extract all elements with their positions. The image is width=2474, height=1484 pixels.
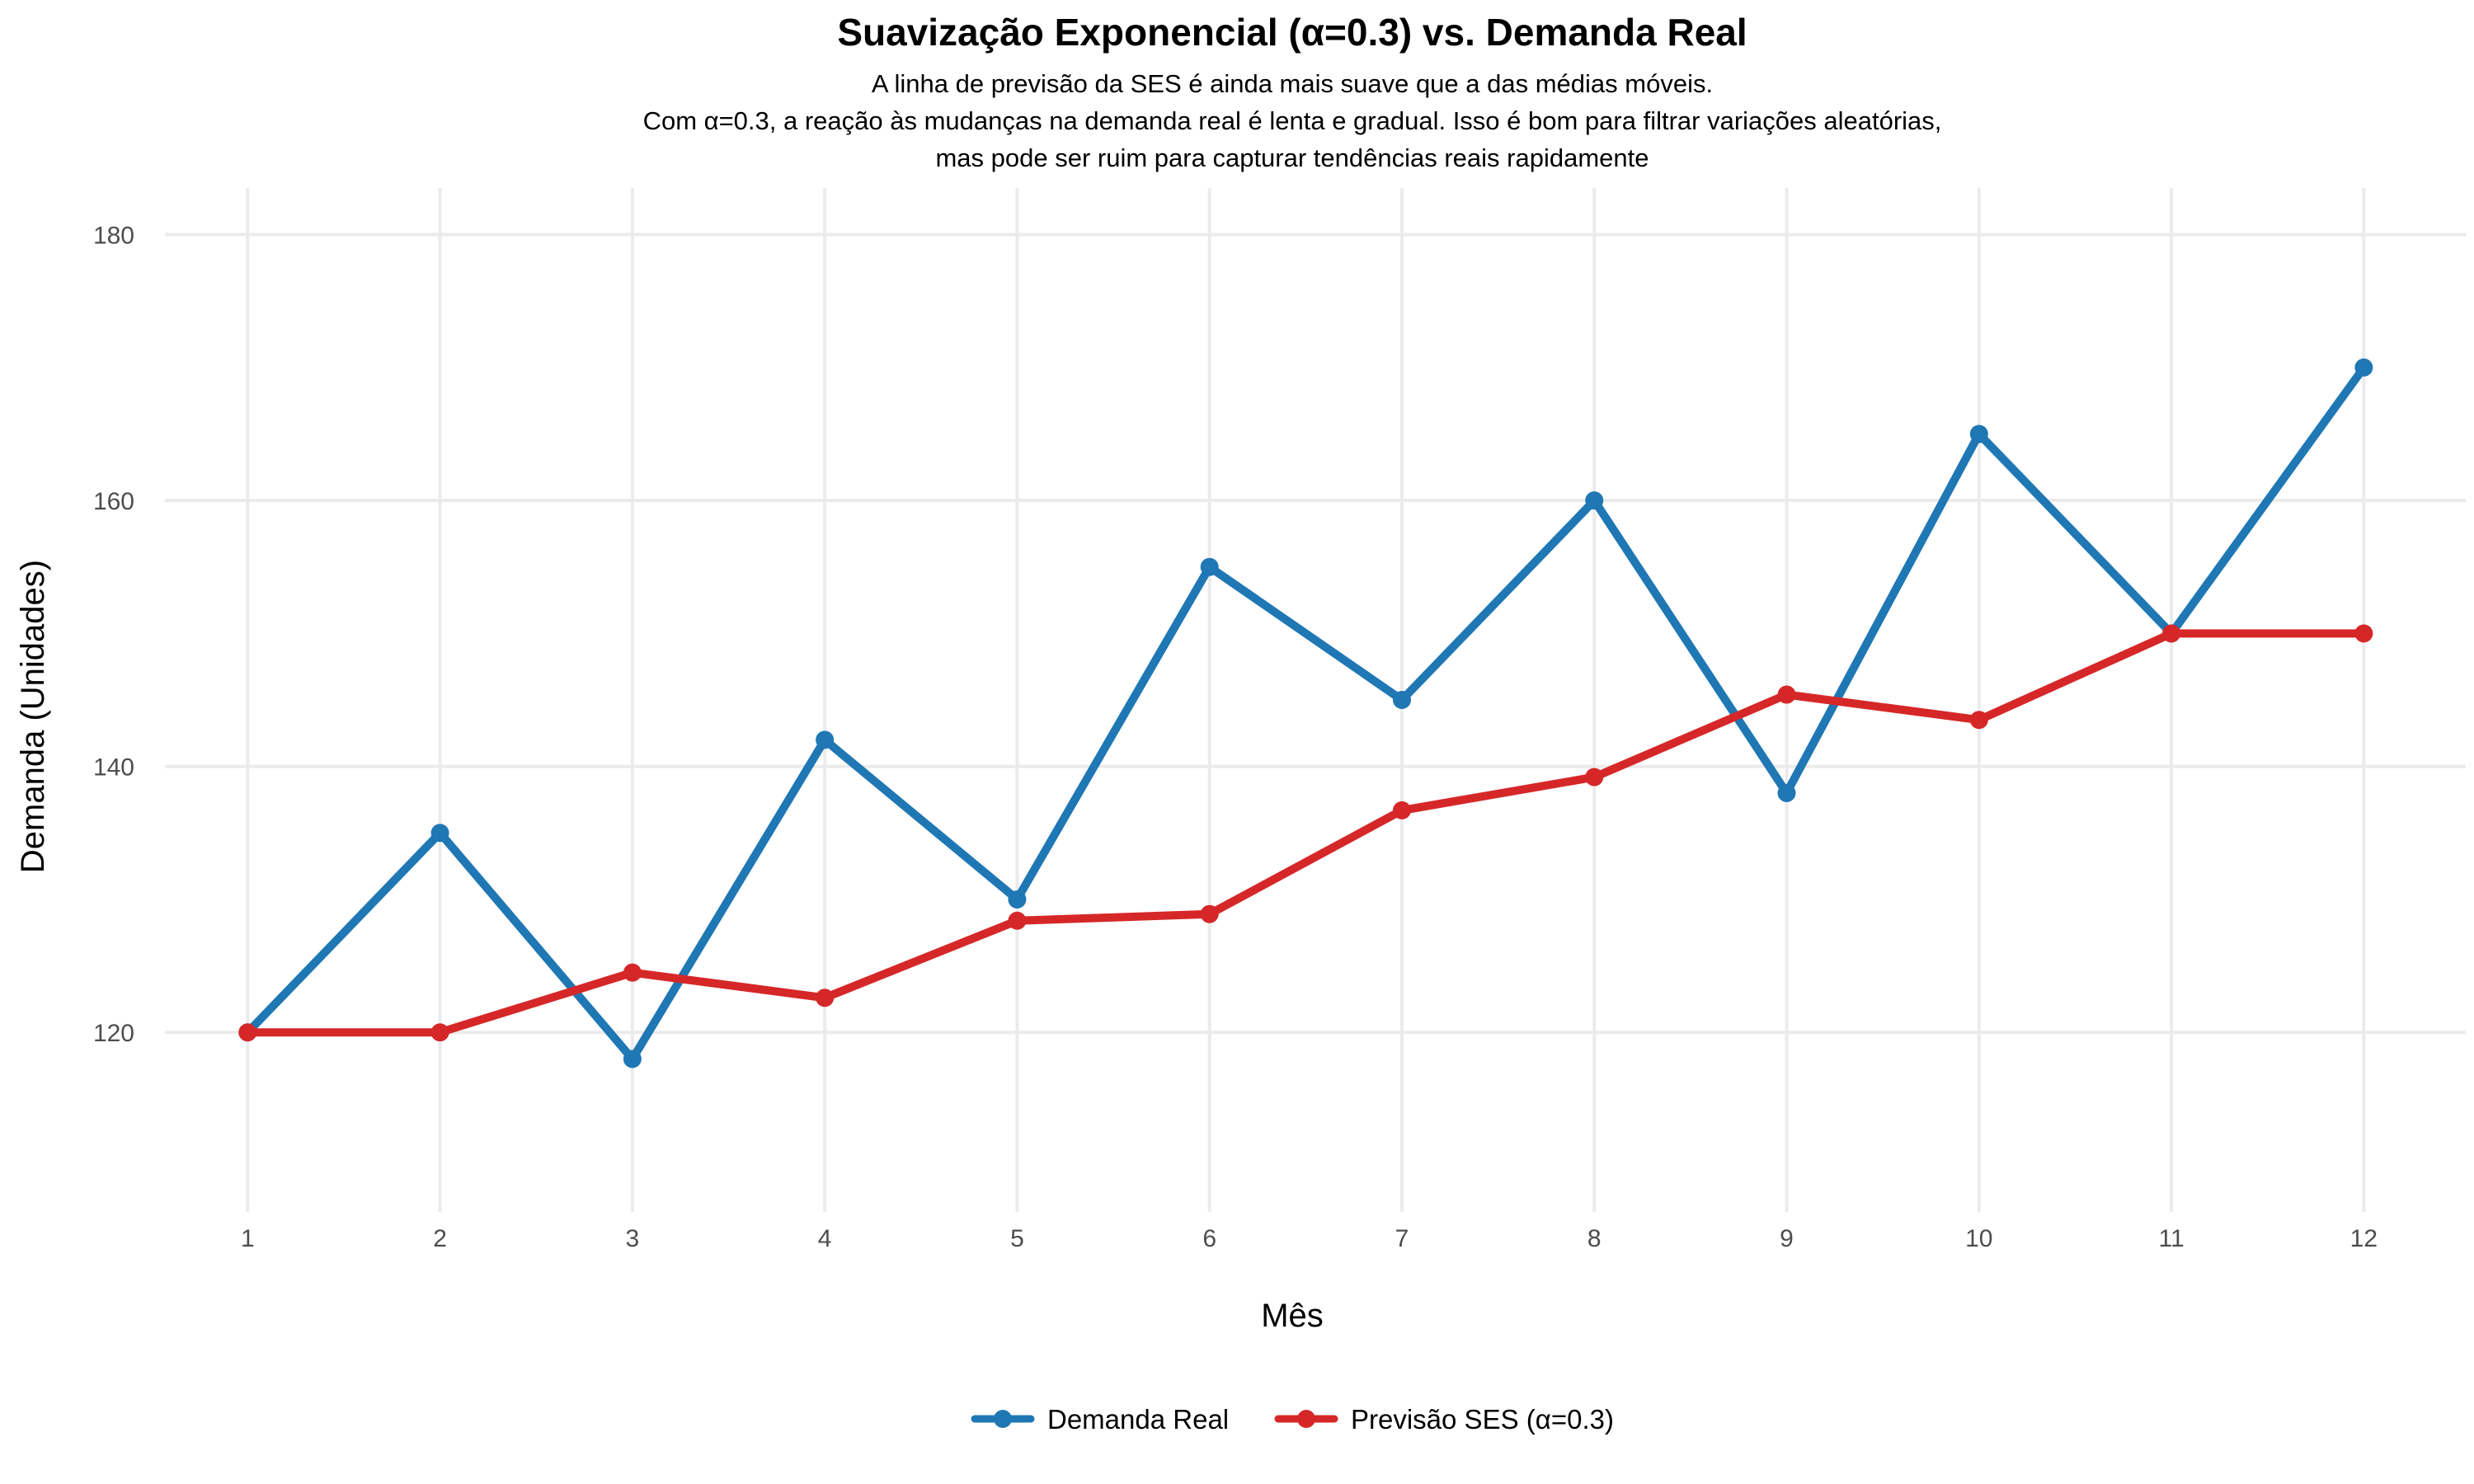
chart-subtitle-line-1: A linha de previsão da SES é ainda mais …	[872, 69, 1713, 98]
data-point-previsao-ses	[238, 1023, 257, 1042]
x-tick-label: 5	[1010, 1225, 1024, 1252]
legend-item-previsao-ses: Previsão SES (α=0.3)	[1274, 1404, 1614, 1435]
data-point-demanda-real	[430, 824, 449, 843]
x-tick-label: 11	[2159, 1225, 2185, 1252]
legend-swatch-dot-previsao-ses	[1297, 1410, 1315, 1428]
data-point-demanda-real	[1200, 557, 1219, 576]
y-tick-label: 160	[93, 488, 134, 515]
grid-lines	[165, 188, 2466, 1212]
data-point-previsao-ses	[1777, 685, 1796, 704]
data-point-demanda-real	[816, 730, 835, 749]
x-tick-label: 12	[2350, 1225, 2378, 1252]
y-tick-label: 140	[93, 754, 134, 782]
data-point-previsao-ses	[1200, 904, 1219, 923]
data-point-demanda-real	[1585, 491, 1604, 510]
x-tick-label: 7	[1395, 1225, 1409, 1252]
data-point-demanda-real	[1392, 691, 1411, 709]
chart-title: Suavização Exponencial (α=0.3) vs. Deman…	[837, 11, 1747, 54]
data-point-previsao-ses	[1969, 711, 1988, 730]
x-tick-label: 9	[1780, 1225, 1794, 1252]
x-axis-title: Mês	[1261, 1298, 1324, 1334]
data-point-previsao-ses	[1392, 801, 1411, 819]
x-tick-label: 6	[1202, 1225, 1216, 1252]
data-point-demanda-real	[1777, 783, 1796, 802]
data-point-previsao-ses	[1008, 911, 1027, 930]
x-tick-label: 3	[626, 1225, 640, 1252]
x-tick-label: 1	[241, 1225, 255, 1252]
y-tick-labels: 120 140 160 180	[93, 222, 134, 1047]
x-tick-label: 4	[818, 1225, 832, 1252]
chart-subtitle-line-2: Com α=0.3, a reação às mudanças na deman…	[643, 106, 1942, 135]
chart-subtitle-line-3: mas pode ser ruim para capturar tendênci…	[935, 143, 1649, 172]
series-layer	[238, 358, 2373, 1068]
legend: Demanda Real Previsão SES (α=0.3)	[971, 1404, 1614, 1435]
x-tick-label: 2	[433, 1225, 447, 1252]
data-point-previsao-ses	[816, 989, 835, 1007]
legend-swatch-dot-demanda-real	[994, 1410, 1012, 1428]
x-tick-labels: 1 2 3 4 5 6 7 8 9 10 11 12	[241, 1225, 2378, 1252]
data-point-previsao-ses	[2162, 624, 2181, 643]
y-tick-label: 180	[93, 222, 134, 249]
x-tick-label: 8	[1587, 1225, 1602, 1252]
data-point-demanda-real	[1008, 890, 1027, 909]
data-point-previsao-ses	[430, 1023, 449, 1042]
y-axis-title: Demanda (Unidades)	[15, 560, 51, 873]
y-tick-label: 120	[93, 1020, 134, 1047]
series-line-previsao-ses	[243, 629, 2368, 1037]
legend-label-previsao-ses: Previsão SES (α=0.3)	[1351, 1404, 1614, 1435]
series-line-demanda-real	[243, 363, 2368, 1064]
data-point-previsao-ses	[2354, 624, 2373, 643]
data-point-previsao-ses	[623, 963, 642, 982]
data-point-demanda-real	[623, 1050, 642, 1068]
data-point-previsao-ses	[1585, 768, 1604, 787]
legend-label-demanda-real: Demanda Real	[1047, 1404, 1229, 1435]
data-point-demanda-real	[1969, 425, 1988, 444]
x-tick-label: 10	[1965, 1225, 1992, 1252]
data-point-demanda-real	[2354, 358, 2373, 377]
legend-item-demanda-real: Demanda Real	[971, 1404, 1229, 1435]
